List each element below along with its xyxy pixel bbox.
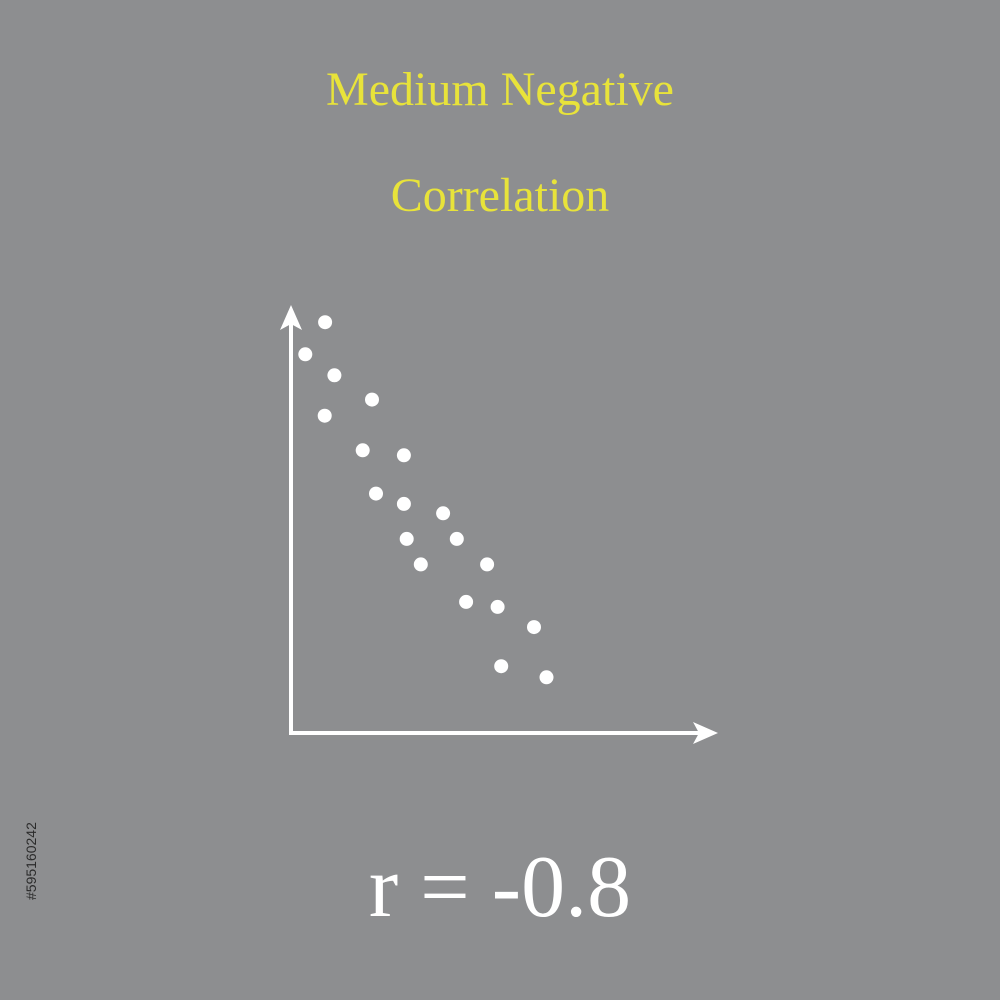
stock-id-text: #595160242 [23, 822, 39, 900]
correlation-coefficient: r = -0.8 [368, 839, 632, 936]
data-point [327, 368, 342, 383]
data-point [365, 392, 379, 407]
data-point [449, 531, 464, 546]
axes [280, 305, 718, 744]
data-point [396, 448, 411, 463]
data-point [369, 486, 383, 501]
data-point [355, 443, 370, 458]
data-point [527, 620, 541, 635]
y-axis-arrow-icon [280, 305, 302, 330]
data-point [480, 557, 495, 572]
stock-id-watermark: #595160242 [23, 768, 43, 900]
data-point [459, 594, 474, 609]
data-point [490, 599, 505, 614]
data-point [317, 408, 332, 423]
chart-title-line-2: Correlation [390, 169, 610, 222]
data-points [298, 315, 554, 685]
data-point [396, 496, 411, 511]
x-axis-arrow-icon [693, 722, 718, 744]
data-point [413, 557, 428, 572]
data-point [436, 506, 451, 521]
data-point [494, 659, 509, 674]
data-point [539, 670, 554, 685]
data-point [298, 347, 313, 362]
data-point [318, 315, 333, 330]
data-point [399, 531, 414, 546]
chart-title-line-1: Medium Negative [326, 63, 674, 116]
